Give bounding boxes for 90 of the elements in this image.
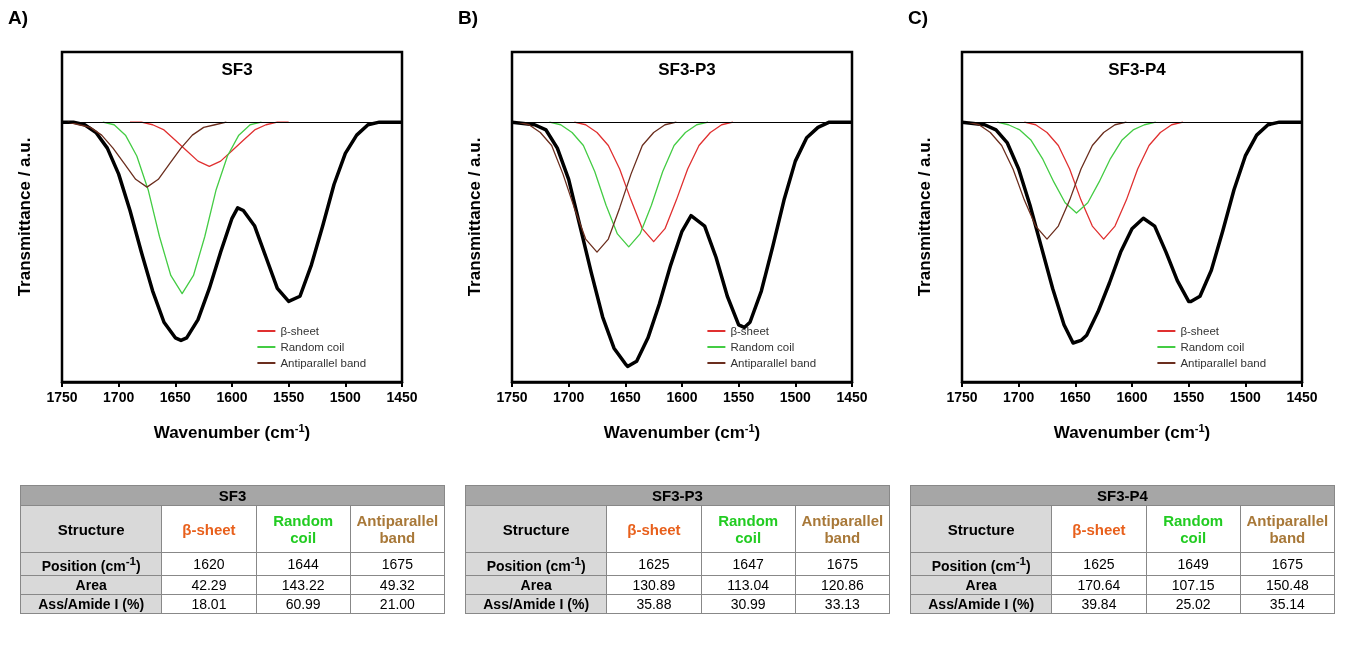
category-label: Random coil <box>256 505 351 553</box>
category-label: Random coil <box>1146 505 1241 553</box>
text: 33.13 <box>824 595 860 612</box>
chart-title: SF3 <box>221 60 253 79</box>
x-tick-label: 1500 <box>779 389 812 405</box>
category-label: Antiparallel band <box>795 505 890 553</box>
x-tick-label: 1700 <box>103 389 135 405</box>
x-tick-label: 1500 <box>1229 389 1262 405</box>
category-label: Random coil <box>701 505 796 553</box>
category-label: Ass/Amide I (%) <box>928 595 1035 612</box>
chart-title: SF3-P3 <box>658 60 716 79</box>
x-tick-label: 1500 <box>329 389 362 405</box>
text: 1625 <box>1083 555 1115 572</box>
category-label: Position (cm$^{-1}$) <box>931 554 1031 574</box>
text: 1644 <box>287 555 319 572</box>
text: 18.01 <box>191 595 227 612</box>
text: SF3 <box>20 485 445 506</box>
category-label: Area <box>520 576 552 593</box>
category-label: Position (cm$^{-1}$) <box>41 554 141 574</box>
category-label: Ass/Amide I (%) <box>38 595 145 612</box>
category-label: Position (cm$^{-1}$) <box>486 554 586 574</box>
text: 35.14 <box>1269 595 1305 612</box>
chart-title: SF3-P4 <box>1108 60 1167 79</box>
x-tick-label: 1700 <box>1003 389 1035 405</box>
x-tick-label: 1600 <box>216 389 248 405</box>
text: 35.88 <box>636 595 672 612</box>
x-tick-label: 1750 <box>46 389 78 405</box>
category-label: Antiparallel band <box>350 505 445 553</box>
text: 113.04 <box>727 576 770 593</box>
y-axis-title: Transmittance / a.u. <box>914 137 934 297</box>
category-label: β-sheet <box>606 505 702 553</box>
x-tick-label: 1450 <box>386 389 418 405</box>
text: 39.84 <box>1081 595 1117 612</box>
category-label: Area <box>965 576 997 593</box>
x-tick-label: 1450 <box>1286 389 1318 405</box>
category-label: Structure <box>465 505 607 553</box>
legend-label: β-sheet <box>730 325 770 337</box>
text: 1649 <box>1177 555 1209 572</box>
x-tick-label: 1600 <box>1116 389 1148 405</box>
text: 130.89 <box>632 576 676 593</box>
legend-label: Random coil <box>730 341 795 353</box>
text: 143.22 <box>281 576 325 593</box>
x-tick-label: 1650 <box>609 389 642 405</box>
text: 25.02 <box>1175 595 1211 612</box>
text: 49.32 <box>379 576 415 593</box>
text: 1620 <box>193 555 225 572</box>
category-label: Area <box>75 576 107 593</box>
x-tick-label: 1550 <box>1173 389 1205 405</box>
legend-label: Random coil <box>1180 341 1245 353</box>
legend-label: Random coil <box>280 341 345 353</box>
category-label: β-sheet <box>161 505 257 553</box>
x-tick-label: 1650 <box>159 389 192 405</box>
text: 42.29 <box>191 576 227 593</box>
text: C) <box>908 7 929 28</box>
x-tick-label: 1550 <box>273 389 305 405</box>
text: 1625 <box>638 555 670 572</box>
category-label: Structure <box>20 505 162 553</box>
legend-label: Antiparallel band <box>730 357 817 369</box>
text: 107.15 <box>1171 576 1215 593</box>
text: 1675 <box>381 555 413 572</box>
text: 1675 <box>1271 555 1303 572</box>
text: 170.64 <box>1077 576 1121 593</box>
legend-label: Antiparallel band <box>280 357 367 369</box>
text: SF3-P4 <box>910 485 1335 506</box>
text: 1647 <box>732 555 764 572</box>
text: 60.99 <box>285 595 321 612</box>
legend-label: β-sheet <box>280 325 320 337</box>
text: B) <box>458 7 479 28</box>
x-tick-label: 1750 <box>946 389 978 405</box>
y-axis-title: Transmittance / a.u. <box>14 137 34 297</box>
legend-label: β-sheet <box>1180 325 1220 337</box>
legend-label: Antiparallel band <box>1180 357 1267 369</box>
category-label: Ass/Amide I (%) <box>483 595 590 612</box>
text: A) <box>8 7 29 28</box>
text: 21.00 <box>379 595 415 612</box>
x-tick-label: 1750 <box>496 389 528 405</box>
x-tick-label: 1650 <box>1059 389 1092 405</box>
x-tick-label: 1600 <box>666 389 698 405</box>
x-tick-label: 1450 <box>836 389 868 405</box>
category-label: Structure <box>910 505 1052 553</box>
text: 120.86 <box>820 576 864 593</box>
category-label: β-sheet <box>1051 505 1147 553</box>
x-tick-label: 1700 <box>553 389 585 405</box>
y-axis-title: Transmittance / a.u. <box>464 137 484 297</box>
text: SF3-P3 <box>465 485 890 506</box>
x-tick-label: 1550 <box>723 389 755 405</box>
text: 150.48 <box>1265 576 1309 593</box>
category-label: Antiparallel band <box>1240 505 1335 553</box>
text: 1675 <box>826 555 858 572</box>
text: 30.99 <box>730 595 766 612</box>
